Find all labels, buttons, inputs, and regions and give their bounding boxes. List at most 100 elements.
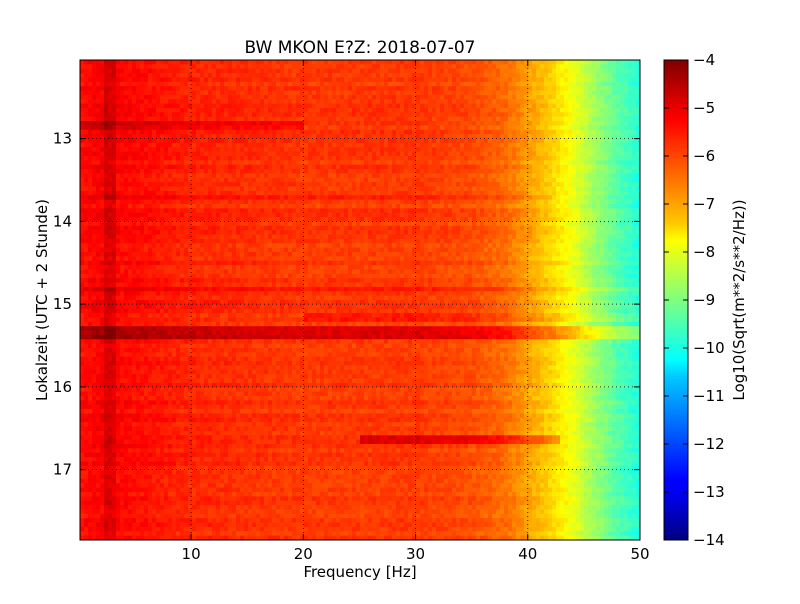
heatmap-cell: [572, 160, 577, 165]
heatmap-cell: [504, 178, 509, 183]
heatmap-cell: [624, 191, 629, 196]
heatmap-cell: [584, 82, 589, 87]
heatmap-cell: [152, 104, 157, 109]
heatmap-cell: [292, 208, 297, 213]
heatmap-cell: [388, 173, 393, 178]
heatmap-cell: [460, 143, 465, 148]
heatmap-cell: [560, 156, 565, 161]
heatmap-cell: [304, 60, 309, 65]
heatmap-cell: [492, 125, 497, 130]
heatmap-cell: [132, 73, 137, 78]
heatmap-cell: [432, 213, 437, 218]
heatmap-cell: [480, 86, 485, 91]
heatmap-cell: [292, 195, 297, 200]
heatmap-cell: [268, 178, 273, 183]
heatmap-cell: [300, 143, 305, 148]
heatmap-cell: [312, 86, 317, 91]
heatmap-cell: [352, 95, 357, 100]
heatmap-cell: [632, 95, 637, 100]
heatmap-cell: [208, 173, 213, 178]
heatmap-cell: [588, 69, 593, 74]
heatmap-cell: [104, 213, 109, 218]
heatmap-cell: [392, 152, 397, 157]
heatmap-cell: [536, 112, 541, 117]
heatmap-cell: [240, 191, 245, 196]
heatmap-cell: [256, 204, 261, 209]
heatmap-cell: [436, 64, 441, 69]
heatmap-cell: [148, 187, 153, 192]
heatmap-cell: [604, 147, 609, 152]
heatmap-cell: [128, 86, 133, 91]
heatmap-cell: [316, 208, 321, 213]
heatmap-cell: [280, 200, 285, 205]
heatmap-cell: [472, 73, 477, 78]
heatmap-cell: [580, 147, 585, 152]
heatmap-cell: [336, 156, 341, 161]
heatmap-cell: [120, 182, 125, 187]
heatmap-cell: [384, 82, 389, 87]
heatmap-cell: [272, 117, 277, 122]
heatmap-cell: [108, 195, 113, 200]
heatmap-cell: [148, 178, 153, 183]
heatmap-cell: [388, 108, 393, 113]
heatmap-cell: [504, 173, 509, 178]
heatmap-cell: [508, 147, 513, 152]
heatmap-cell: [552, 112, 557, 117]
heatmap-cell: [228, 139, 233, 144]
heatmap-cell: [324, 95, 329, 100]
heatmap-cell: [380, 130, 385, 135]
heatmap-cell: [180, 213, 185, 218]
heatmap-cell: [584, 77, 589, 82]
heatmap-cell: [532, 208, 537, 213]
heatmap-cell: [140, 213, 145, 218]
heatmap-cell: [296, 91, 301, 96]
heatmap-cell: [548, 204, 553, 209]
heatmap-cell: [216, 112, 221, 117]
heatmap-cell: [328, 178, 333, 183]
heatmap-cell: [324, 187, 329, 192]
heatmap-cell: [436, 117, 441, 122]
heatmap-cell: [248, 204, 253, 209]
heatmap-cell: [392, 91, 397, 96]
heatmap-cell: [284, 182, 289, 187]
heatmap-cell: [344, 121, 349, 126]
heatmap-cell: [592, 182, 597, 187]
heatmap-cell: [376, 195, 381, 200]
heatmap-cell: [244, 112, 249, 117]
heatmap-cell: [616, 208, 621, 213]
heatmap-cell: [488, 204, 493, 209]
heatmap-cell: [412, 187, 417, 192]
heatmap-cell: [92, 82, 97, 87]
heatmap-cell: [516, 178, 521, 183]
heatmap-cell: [520, 112, 525, 117]
heatmap-cell: [136, 173, 141, 178]
heatmap-cell: [188, 156, 193, 161]
heatmap-cell: [256, 108, 261, 113]
heatmap-cell: [332, 104, 337, 109]
heatmap-cell: [440, 182, 445, 187]
heatmap-cell: [480, 130, 485, 135]
heatmap-cell: [228, 195, 233, 200]
heatmap-cell: [508, 117, 513, 122]
heatmap-cell: [616, 147, 621, 152]
heatmap-cell: [192, 108, 197, 113]
heatmap-cell: [192, 77, 197, 82]
heatmap-cell: [332, 208, 337, 213]
heatmap-cell: [296, 195, 301, 200]
heatmap-cell: [84, 77, 89, 82]
heatmap-cell: [320, 165, 325, 170]
heatmap-cell: [284, 208, 289, 213]
heatmap-cell: [456, 117, 461, 122]
heatmap-cell: [584, 91, 589, 96]
heatmap-cell: [336, 104, 341, 109]
heatmap-cell: [200, 95, 205, 100]
heatmap-cell: [152, 130, 157, 135]
heatmap-cell: [288, 139, 293, 144]
heatmap-cell: [208, 204, 213, 209]
heatmap-cell: [444, 121, 449, 126]
heatmap-cell: [440, 208, 445, 213]
heatmap-cell: [556, 169, 561, 174]
heatmap-cell: [548, 191, 553, 196]
heatmap-cell: [324, 178, 329, 183]
heatmap-cell: [416, 117, 421, 122]
